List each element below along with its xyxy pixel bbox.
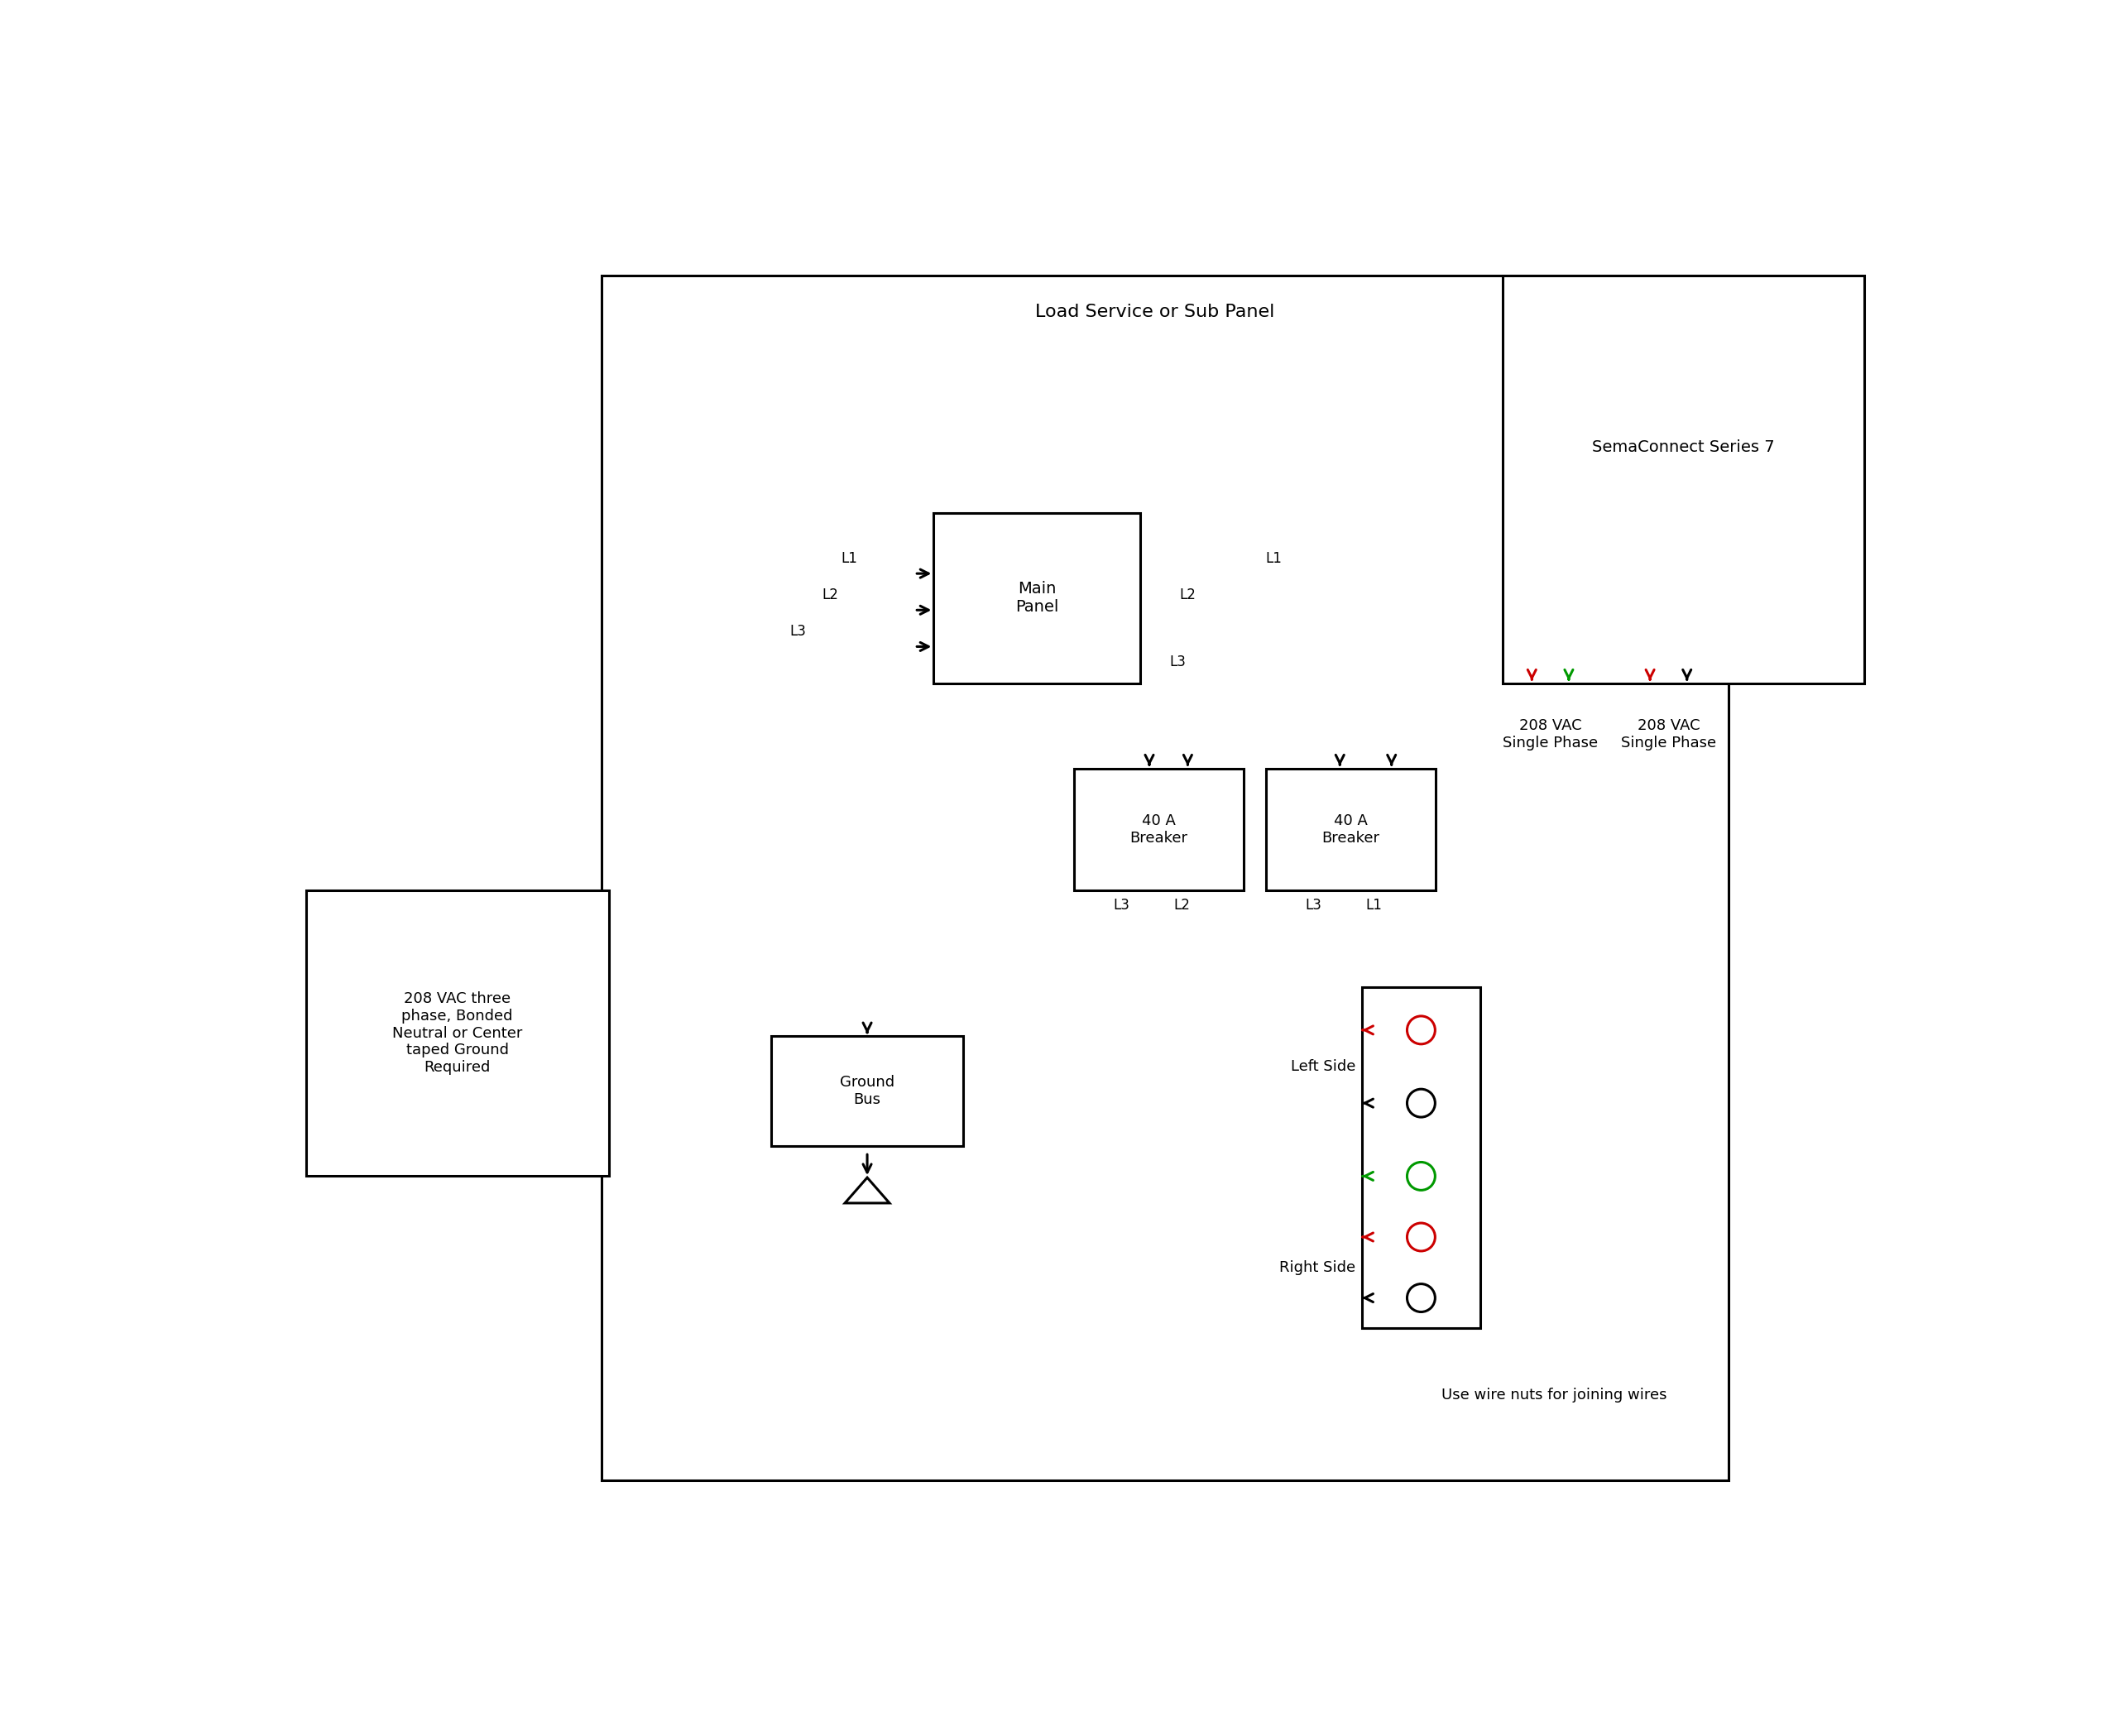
Text: L1: L1 xyxy=(1266,550,1281,566)
Bar xyxy=(601,276,1728,1481)
Text: 40 A
Breaker: 40 A Breaker xyxy=(1131,812,1188,845)
Bar xyxy=(1266,769,1435,891)
Text: L2: L2 xyxy=(1173,898,1190,913)
Text: SemaConnect Series 7: SemaConnect Series 7 xyxy=(1591,439,1775,455)
Bar xyxy=(772,1036,962,1146)
Text: L3: L3 xyxy=(1169,654,1186,668)
Text: Ground
Bus: Ground Bus xyxy=(840,1075,895,1108)
Text: Main
Panel: Main Panel xyxy=(1015,582,1059,615)
Text: 208 VAC three
phase, Bonded
Neutral or Center
taped Ground
Required: 208 VAC three phase, Bonded Neutral or C… xyxy=(392,991,523,1075)
Text: Use wire nuts for joining wires: Use wire nuts for joining wires xyxy=(1441,1387,1667,1403)
Text: L1: L1 xyxy=(1365,898,1382,913)
Circle shape xyxy=(1407,1016,1435,1043)
Text: L2: L2 xyxy=(823,587,838,602)
Bar xyxy=(1363,988,1479,1328)
Text: 208 VAC
Single Phase: 208 VAC Single Phase xyxy=(1620,719,1715,750)
Circle shape xyxy=(1407,1285,1435,1312)
Text: Right Side: Right Side xyxy=(1279,1260,1355,1274)
Bar xyxy=(1502,276,1863,682)
Circle shape xyxy=(1407,1224,1435,1252)
Circle shape xyxy=(1407,1088,1435,1118)
Text: 208 VAC
Single Phase: 208 VAC Single Phase xyxy=(1502,719,1597,750)
Text: L3: L3 xyxy=(1306,898,1321,913)
Bar xyxy=(933,512,1139,682)
Bar xyxy=(306,891,608,1177)
Text: Left Side: Left Side xyxy=(1291,1059,1355,1075)
Text: L1: L1 xyxy=(842,550,857,566)
Text: L2: L2 xyxy=(1179,587,1196,602)
Bar xyxy=(1074,769,1245,891)
Text: L3: L3 xyxy=(1114,898,1129,913)
Circle shape xyxy=(1407,1161,1435,1191)
Text: 40 A
Breaker: 40 A Breaker xyxy=(1323,812,1380,845)
Text: L3: L3 xyxy=(789,623,806,639)
Text: Load Service or Sub Panel: Load Service or Sub Panel xyxy=(1036,304,1274,319)
